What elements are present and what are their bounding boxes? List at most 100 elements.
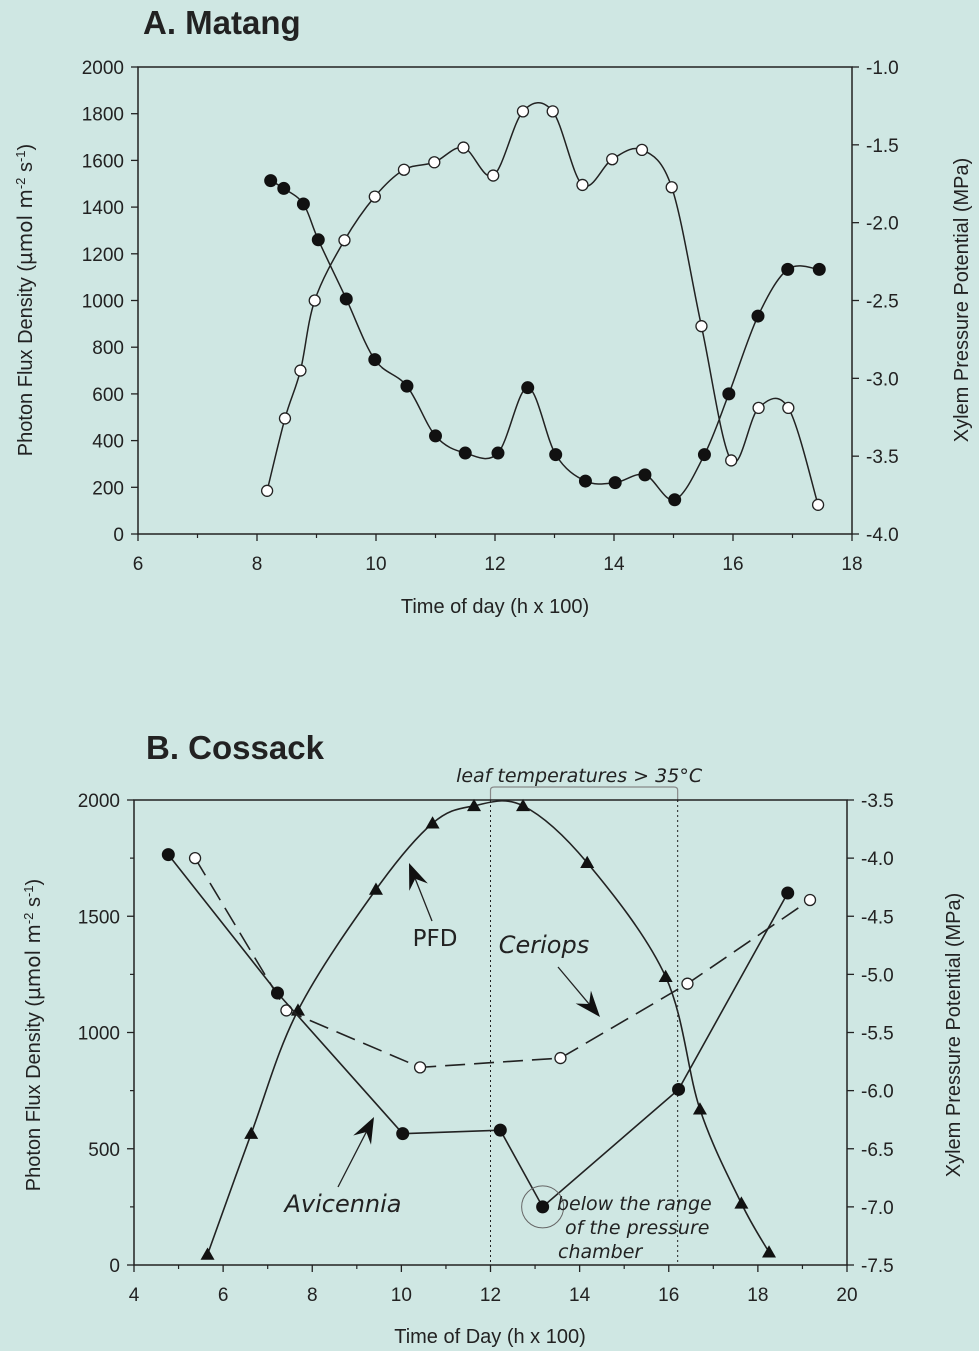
panel-b-x-tick-label: 16 xyxy=(658,1285,679,1306)
panel-b-y2-tick-label: -3.5 xyxy=(861,791,894,812)
panel-a-y-tick-label: 200 xyxy=(92,478,124,499)
panel-b-x-tick-label: 10 xyxy=(391,1285,412,1306)
panel-b-y2-tick-label: -6.5 xyxy=(861,1140,894,1161)
ceriops-label: Ceriops xyxy=(499,931,589,959)
panel-a-y-tick-label: 400 xyxy=(92,432,124,453)
panel-a-series-0-point xyxy=(428,156,441,169)
panel-b-series-1-point xyxy=(681,977,694,990)
panel-a-y-axis-title: Photon Flux Density (µmol m-2 s-1) xyxy=(13,144,38,456)
panel-a-x-tick-label: 14 xyxy=(603,554,625,575)
panel-a-series-1-point xyxy=(339,292,353,306)
panel-b-series-2-point xyxy=(161,848,175,862)
panel-a-series-0-point xyxy=(665,181,678,194)
panel-b-series-0-point xyxy=(692,1102,707,1115)
panel-b-series-1-point xyxy=(188,851,202,865)
panel-b-series-1-line xyxy=(194,857,811,1069)
panel-a-y-tick-label: 1600 xyxy=(82,151,124,172)
panel-b-series-0-point xyxy=(368,882,383,895)
panel-b-series-0-line xyxy=(206,800,770,1255)
panel-a-series-1-point xyxy=(277,181,291,195)
panel-a-x-axis-title: Time of day (h x 100) xyxy=(401,596,589,618)
panel-a-y-tick-label: 1800 xyxy=(82,105,124,126)
pfd-label: PFD xyxy=(413,926,458,952)
panel-a-series-0-point xyxy=(487,169,500,182)
panel-a-series-1-point xyxy=(722,387,736,401)
panel-a-series-1-point xyxy=(578,474,592,488)
pfd-arrow-shaft xyxy=(414,878,433,922)
panel-b-y-tick-label: 0 xyxy=(109,1256,120,1277)
panel-b-y2-tick-label: -7.0 xyxy=(861,1198,894,1219)
panel-b-series-1-point xyxy=(803,893,817,907)
ceriops-arrow-shaft xyxy=(557,966,590,1005)
panel-a-y-tick-label: 0 xyxy=(113,525,124,546)
panel-b-series-2-line xyxy=(167,854,789,1209)
panel-a-series-1-point xyxy=(264,174,278,188)
panel-a-series-0-point xyxy=(278,412,292,425)
panel-b-x-tick-label: 12 xyxy=(480,1285,501,1306)
panel-a-series-0-point xyxy=(457,141,470,154)
panel-a-y2-tick-label: -2.5 xyxy=(866,292,899,313)
panel-b-x-tick-label: 4 xyxy=(129,1285,140,1306)
panel-a-series-0-point xyxy=(368,190,381,203)
panel-b-y2-tick-label: -5.0 xyxy=(861,965,894,986)
panel-b-y2-tick-label: -4.5 xyxy=(861,907,894,928)
panel-b-series-2-point xyxy=(781,886,795,900)
panel-b-x-tick-label: 6 xyxy=(218,1285,229,1306)
panel-a-series-1-point xyxy=(521,381,535,395)
panel-b-series-0-point xyxy=(658,969,673,982)
leaf-temperature-bracket xyxy=(489,786,679,802)
panel-b-y-axis-title: Photon Flux Density (µmol m-2 s-1) xyxy=(21,879,46,1191)
panel-b-series-0-point xyxy=(762,1245,777,1258)
panel-a-y-tick-label: 2000 xyxy=(82,58,124,79)
panel-b-series-0-point xyxy=(425,816,440,829)
panel-b-series-0-point xyxy=(580,855,595,869)
panel-a-series-0-point xyxy=(811,498,825,511)
panel-b-series-0-point xyxy=(467,798,482,812)
panel-a-y2-tick-label: -1.0 xyxy=(866,58,899,79)
panel-a-y-tick-label: 800 xyxy=(92,338,124,359)
panel-a-series-0-point xyxy=(576,178,589,192)
panel-a-series-1-point xyxy=(311,233,325,247)
panel-a-series-0-point xyxy=(695,320,708,333)
panel-a-x-tick-label: 10 xyxy=(365,554,386,575)
panel-a-series-0-point xyxy=(782,401,795,415)
panel-b-plot-frame xyxy=(133,799,848,1266)
panel-a-series-0-point xyxy=(260,484,274,497)
out-of-range-highlight xyxy=(521,1185,565,1229)
pfd-arrow-head xyxy=(409,863,428,891)
panel-b-x-tick-label: 8 xyxy=(307,1285,318,1306)
panel-a-series-1-point xyxy=(549,448,563,462)
panel-b-y2-tick-label: -7.5 xyxy=(861,1256,894,1277)
panel-b-x-tick-label: 14 xyxy=(569,1285,591,1306)
panel-b-series-1-point xyxy=(280,1004,293,1017)
panel-a-title: A. Matang xyxy=(143,4,301,41)
panel-a-series-1-point xyxy=(638,468,652,482)
panel-a-plot-frame xyxy=(137,66,853,535)
panel-a-y2-axis-title: Xylem Pressure Potential (MPa) xyxy=(951,158,973,443)
panel-b-series-0-point xyxy=(200,1247,215,1260)
panel-b-title: B. Cossack xyxy=(146,729,325,766)
panel-b-series-1-point xyxy=(554,1051,567,1065)
panel-b-y2-tick-label: -5.5 xyxy=(861,1024,894,1045)
panel-a-series-1-point xyxy=(491,446,505,460)
panel-a-series-0-point xyxy=(308,294,321,307)
panel-a-y2-tick-label: -4.0 xyxy=(866,525,899,546)
panel-b-y-tick-label: 2000 xyxy=(78,791,120,812)
panel-a-series-0-point xyxy=(606,153,619,166)
panel-b-y2-tick-label: -6.0 xyxy=(861,1082,894,1103)
panel-b-series-0-point xyxy=(244,1126,259,1139)
panel-b-x-tick-label: 18 xyxy=(747,1285,768,1306)
panel-a-series-0-point xyxy=(725,454,738,467)
panel-a-y2-tick-label: -3.0 xyxy=(866,369,899,390)
panel-a-series-1-point xyxy=(697,448,711,462)
panel-cossack: B. Cossack leaf temperatures > 35°C 4 6 8 1… xyxy=(21,729,966,1348)
panel-b-series-2-point xyxy=(493,1123,507,1137)
panel-a-series-0-point xyxy=(516,105,530,118)
panel-a-x-tick-label: 6 xyxy=(133,554,144,575)
panel-b-y-tick-label: 1000 xyxy=(78,1024,120,1045)
panel-a-y-tick-label: 600 xyxy=(92,385,124,406)
panel-a-series-1-point xyxy=(608,476,622,490)
panel-b-y-tick-label: 500 xyxy=(88,1140,120,1161)
panel-b-series-2-point xyxy=(270,986,284,1000)
